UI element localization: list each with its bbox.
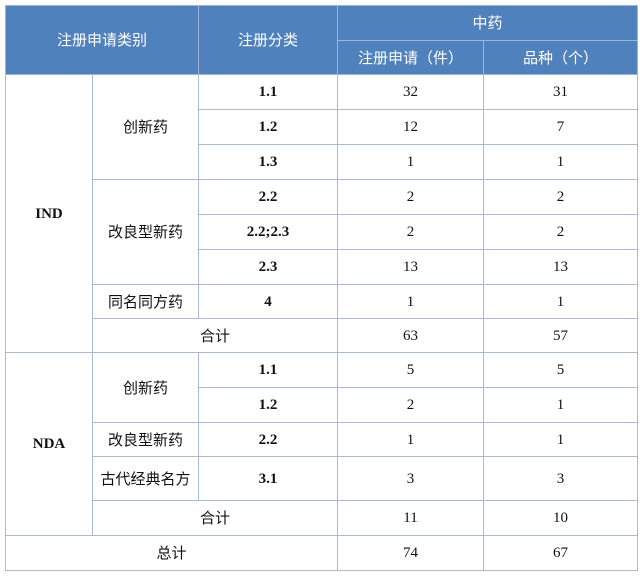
applications-cell: 3 bbox=[337, 456, 485, 501]
class-cell: 1.2 bbox=[198, 109, 339, 145]
header-category: 注册申请类别 bbox=[4, 5, 200, 75]
varieties-cell: 1 bbox=[483, 144, 639, 180]
class-cell: 2.2;2.3 bbox=[198, 214, 339, 250]
class-cell: 2.2 bbox=[198, 179, 339, 215]
class-cell: 2.2 bbox=[198, 422, 339, 457]
total-row: 总计 74 67 bbox=[4, 535, 639, 571]
varieties-cell: 7 bbox=[483, 109, 639, 145]
varieties-cell: 31 bbox=[483, 74, 639, 110]
varieties-cell: 13 bbox=[483, 249, 639, 285]
table-row: 古代经典名方 3.1 3 3 bbox=[6, 456, 639, 501]
header-tcm: 中药 bbox=[337, 5, 639, 41]
group-name: 同名同方药 bbox=[91, 284, 200, 319]
table-row: 同名同方药 4 1 1 bbox=[6, 284, 639, 319]
table-row: 改良型新药 2.2 1 1 bbox=[6, 422, 639, 457]
class-cell: 1.1 bbox=[198, 352, 339, 388]
applications-cell: 63 bbox=[337, 318, 485, 353]
applications-cell: 12 bbox=[337, 109, 485, 145]
varieties-cell: 1 bbox=[483, 422, 639, 457]
applications-cell: 1 bbox=[337, 284, 485, 319]
applications-cell: 1 bbox=[337, 144, 485, 180]
table-row: IND 创新药 1.1 32 31 bbox=[5, 74, 639, 353]
varieties-cell: 2 bbox=[483, 214, 639, 250]
varieties-cell: 2 bbox=[483, 179, 639, 215]
class-cell: 2.3 bbox=[198, 249, 339, 285]
varieties-cell: 57 bbox=[483, 318, 639, 353]
table-row: NDA 创新药 1.1 5 5 bbox=[5, 352, 639, 536]
applications-cell: 1 bbox=[337, 422, 485, 457]
subtotal-label: 合计 bbox=[91, 500, 339, 536]
applications-cell: 5 bbox=[337, 352, 485, 388]
applications-cell: 74 bbox=[337, 535, 485, 571]
group-name: 创新药 bbox=[91, 74, 200, 180]
varieties-cell: 3 bbox=[483, 456, 639, 501]
applications-cell: 2 bbox=[337, 179, 485, 215]
header-classification: 注册分类 bbox=[198, 5, 339, 75]
varieties-cell: 1 bbox=[483, 284, 639, 319]
table-row: 改良型新药 2.2 2 2 bbox=[6, 179, 639, 285]
nda-label: NDA bbox=[5, 352, 93, 536]
class-cell: 3.1 bbox=[198, 456, 339, 501]
applications-cell: 13 bbox=[337, 249, 485, 285]
group-name: 改良型新药 bbox=[91, 422, 200, 457]
group-name: 创新药 bbox=[91, 352, 200, 423]
subtotal-row: 合计 63 57 bbox=[6, 318, 639, 353]
class-cell: 1.1 bbox=[198, 74, 339, 110]
table-row: 1.2 12 7 bbox=[6, 109, 639, 145]
varieties-cell: 1 bbox=[483, 387, 639, 423]
subtotal-row: 合计 11 10 bbox=[6, 500, 639, 536]
applications-cell: 32 bbox=[337, 74, 485, 110]
varieties-cell: 5 bbox=[483, 352, 639, 388]
varieties-cell: 10 bbox=[483, 500, 639, 536]
varieties-cell: 67 bbox=[483, 535, 639, 571]
applications-cell: 2 bbox=[337, 387, 485, 423]
applications-cell: 11 bbox=[337, 500, 485, 536]
header-applications: 注册申请（件） bbox=[337, 40, 485, 75]
ind-label: IND bbox=[5, 74, 93, 353]
group-name: 改良型新药 bbox=[91, 179, 200, 285]
total-label: 总计 bbox=[4, 535, 339, 571]
subtotal-label: 合计 bbox=[91, 318, 339, 353]
class-cell: 1.3 bbox=[198, 144, 339, 180]
header-varieties: 品种（个） bbox=[483, 40, 639, 75]
applications-cell: 2 bbox=[337, 214, 485, 250]
group-name: 古代经典名方 bbox=[91, 456, 200, 501]
class-cell: 4 bbox=[198, 284, 339, 319]
class-cell: 1.2 bbox=[198, 387, 339, 423]
registration-table: 注册申请类别 注册分类 中药 注册申请（件） 品种（个） IND 创新药 1.1… bbox=[4, 5, 639, 571]
